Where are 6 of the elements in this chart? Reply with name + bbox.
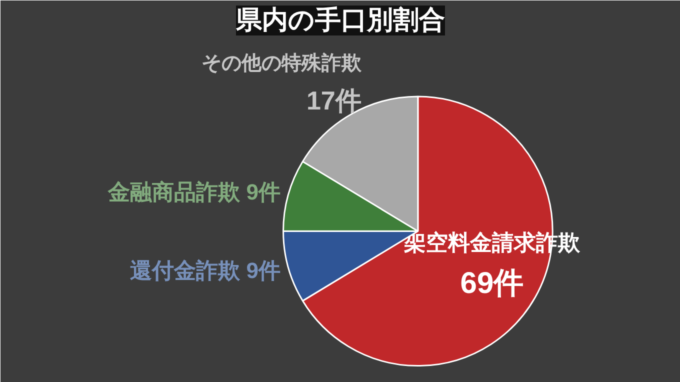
data-label: 69件	[460, 267, 524, 300]
slice-label: その他の特殊詐欺	[201, 51, 362, 74]
chart-title: 県内の手口別割合	[235, 6, 445, 36]
data-label: 17件	[306, 85, 362, 116]
slice-label: 金融商品詐欺 9件	[107, 179, 280, 204]
slice-label: 還付金詐欺 9件	[130, 258, 280, 283]
